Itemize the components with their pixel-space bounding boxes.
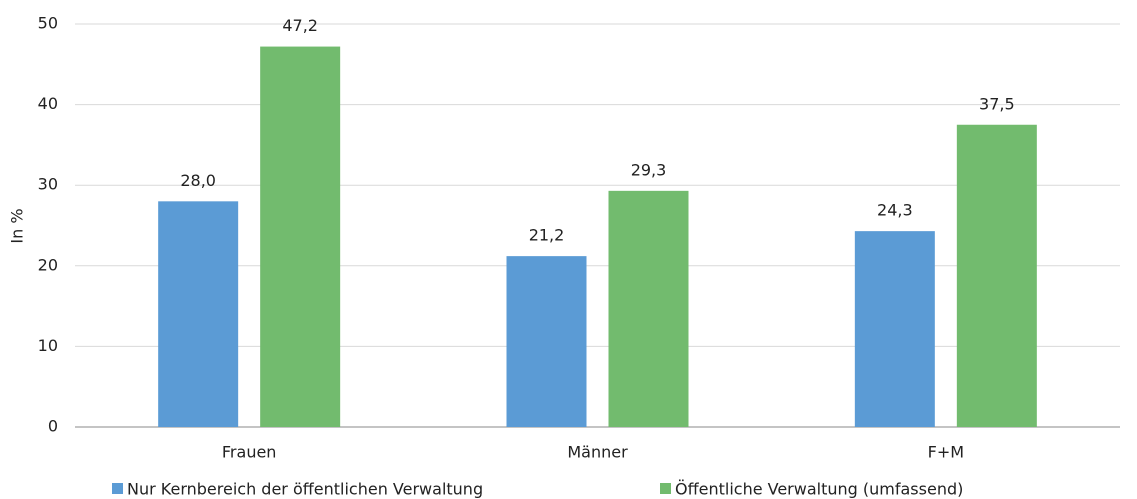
legend-swatch (112, 483, 123, 494)
value-label: 47,2 (282, 16, 318, 35)
y-tick-label: 30 (38, 175, 58, 194)
value-label: 37,5 (979, 94, 1015, 113)
y-axis-label: In % (8, 208, 27, 243)
value-label: 24,3 (877, 201, 913, 220)
bar (506, 256, 587, 427)
y-tick-label: 10 (38, 336, 58, 355)
y-tick-label: 40 (38, 94, 58, 113)
bar (260, 46, 341, 428)
y-tick-label: 0 (48, 417, 58, 436)
bar (158, 201, 239, 427)
bar (608, 190, 689, 427)
value-label: 28,0 (180, 171, 216, 190)
y-tick-label: 20 (38, 255, 58, 274)
value-label: 29,3 (631, 160, 667, 179)
value-label: 21,2 (529, 226, 565, 245)
x-tick-label: F+M (928, 443, 964, 462)
y-tick-label: 50 (38, 14, 58, 33)
legend-swatch (660, 483, 671, 494)
legend-label: Nur Kernbereich der öffentlichen Verwalt… (127, 480, 483, 499)
bar (854, 231, 935, 427)
bar (956, 124, 1037, 427)
x-tick-label: Männer (567, 443, 628, 462)
x-tick-label: Frauen (222, 443, 277, 462)
legend-label: Öffentliche Verwaltung (umfassend) (675, 480, 963, 499)
